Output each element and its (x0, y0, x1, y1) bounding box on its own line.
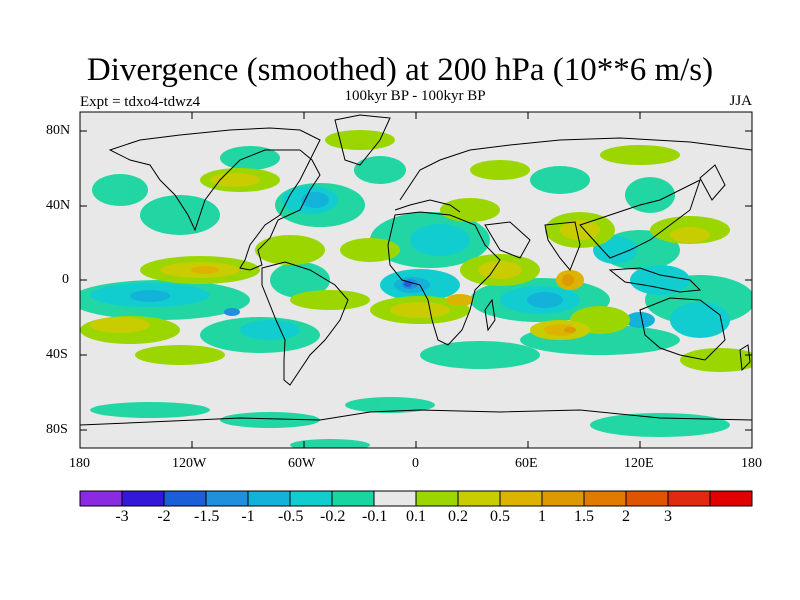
lon-label: 60E (515, 456, 538, 471)
lon-label: 180 (741, 456, 762, 471)
lat-label: 0 (62, 272, 69, 287)
lon-label: 120W (172, 456, 207, 471)
axis-ticks (80, 112, 752, 448)
colorbar-box (247, 490, 291, 507)
divergence-field (80, 130, 752, 448)
colorbar-box (331, 490, 375, 507)
lon-label: 60W (288, 456, 316, 471)
lon-label: 0 (412, 456, 419, 471)
colorbar-label: -1 (241, 508, 255, 525)
colorbar-label: 3 (664, 508, 672, 525)
colorbar-label: 2 (622, 508, 630, 525)
colorbar-box (289, 490, 333, 507)
colorbar-box (583, 490, 627, 507)
experiment-label: Expt = tdxo4-tdwz4 (80, 94, 201, 110)
lon-label: 120E (624, 456, 654, 471)
colorbar-label: -2 (157, 508, 171, 525)
colorbar-box (205, 490, 249, 507)
colorbar-label: 0.2 (448, 508, 468, 525)
colorbar-label: 1.5 (574, 508, 594, 525)
colorbar-box (709, 490, 753, 507)
colorbar-label: -0.5 (278, 508, 304, 525)
colorbar-label: 1 (538, 508, 546, 525)
colorbar-box (541, 490, 585, 507)
chart-title: Divergence (smoothed) at 200 hPa (10**6 … (86, 52, 714, 88)
colorbar-label: 0.5 (490, 508, 510, 525)
colorbar-box (667, 490, 711, 507)
coastlines (80, 114, 752, 426)
lat-label: 80N (46, 123, 71, 138)
colorbar-box (625, 490, 669, 507)
colorbar-label: -0.2 (320, 508, 346, 525)
colorbar-label: 0.1 (406, 508, 426, 525)
colorbar-box (79, 490, 123, 507)
colorbar-box (163, 490, 207, 507)
colorbar-label: -1.5 (194, 508, 220, 525)
colorbar-box (499, 490, 543, 507)
lat-label: 40N (46, 198, 71, 213)
colorbar-label: -0.1 (362, 508, 388, 525)
colorbar-box (415, 490, 459, 507)
season-label: JJA (729, 93, 752, 109)
colorbar-box (121, 490, 165, 507)
lon-label: 180 (69, 456, 90, 471)
colorbar-box (457, 490, 501, 507)
period-label: 100kyr BP - 100kyr BP (344, 88, 486, 104)
colorbar-boxes (79, 490, 753, 507)
colorbar-box (373, 490, 417, 507)
colorbar-label: -3 (115, 508, 129, 525)
lat-label: 80S (46, 422, 68, 437)
lat-label: 40S (46, 347, 68, 362)
